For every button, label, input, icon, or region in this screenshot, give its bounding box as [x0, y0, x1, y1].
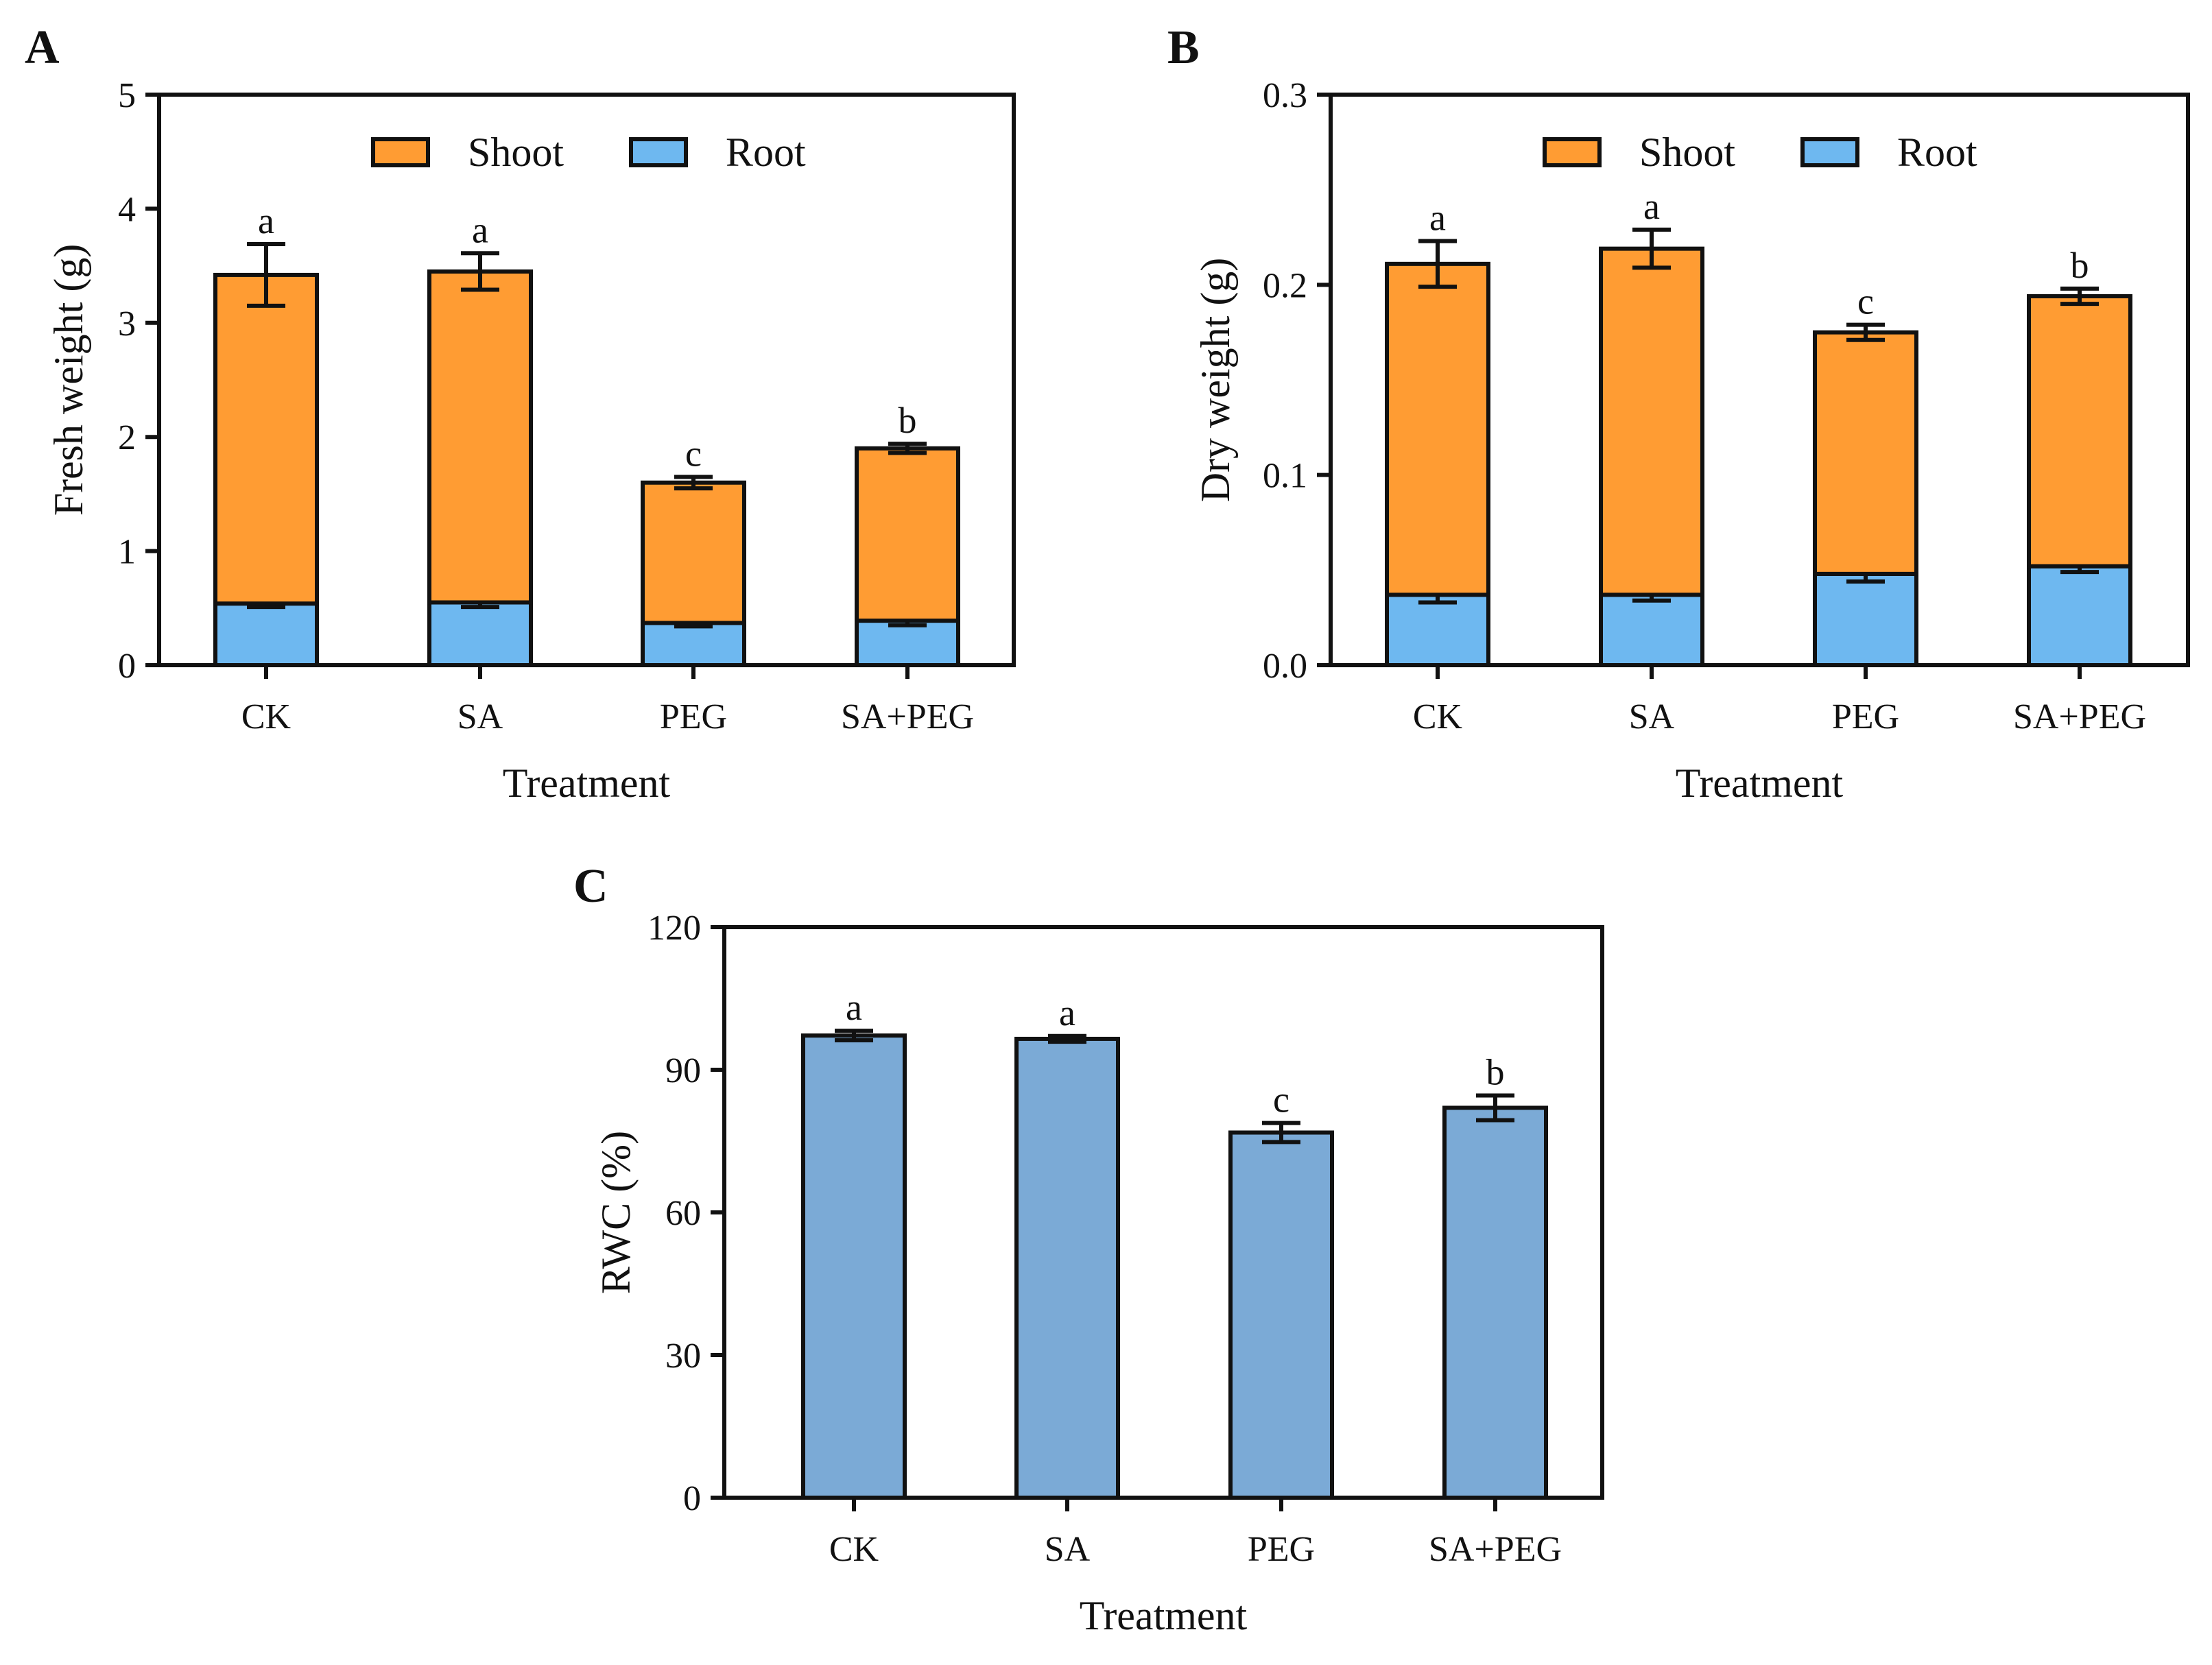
significance-label: a: [258, 200, 274, 241]
bar-shoot-sa-peg: [855, 446, 960, 623]
y-tick-label: 60: [665, 1194, 701, 1233]
panel-b: Baaaaaacb0.00.10.20.3CKSAPEGSA+PEGTreatm…: [1167, 21, 2190, 806]
x-axis-title: Treatment: [1676, 760, 1844, 806]
x-axis-title: Treatment: [1080, 1593, 1248, 1638]
x-tick-label: CK: [1413, 697, 1463, 736]
y-tick-label: 0.3: [1263, 76, 1307, 115]
y-tick-label: 0: [683, 1479, 701, 1518]
plot-frame: [1329, 93, 2190, 667]
y-tick-label: 3: [118, 304, 136, 344]
significance-label: a: [1429, 197, 1446, 239]
x-tick-label: PEG: [660, 697, 727, 736]
bar-shoot-sa-peg: [2027, 294, 2132, 568]
y-tick-label: 90: [665, 1051, 701, 1090]
legend-label-shoot: Shoot: [468, 130, 564, 175]
y-tick-label: 5: [118, 76, 136, 115]
x-tick-label: SA+PEG: [1429, 1530, 1562, 1569]
panel-letter: C: [573, 860, 608, 913]
x-tick-label: CK: [241, 697, 292, 736]
significance-label: a: [472, 209, 488, 250]
legend-swatch-shoot: [371, 137, 430, 167]
x-axis-title: Treatment: [503, 760, 671, 806]
bar-root-sa-peg: [855, 619, 960, 667]
bar-root-peg: [641, 621, 746, 668]
bar-root-sa: [1599, 592, 1704, 667]
bar-shoot-ck: [213, 272, 319, 606]
significance-label: b: [899, 400, 917, 441]
y-axis-title: Dry weight (g): [1193, 258, 1238, 503]
bar-root-sa-peg: [2027, 564, 2132, 668]
bar-rwc-peg: [1228, 1130, 1334, 1500]
x-tick-label: CK: [829, 1530, 879, 1569]
significance-label: c: [685, 433, 702, 474]
x-tick-label: SA: [1629, 697, 1675, 736]
bar-shoot-ck: [1385, 261, 1490, 597]
significance-label: a: [1059, 992, 1075, 1033]
y-tick-label: 0.0: [1263, 647, 1307, 686]
bar-shoot-peg: [1813, 330, 1918, 576]
bar-root-ck: [1385, 592, 1490, 667]
y-axis-title: Fresh weight (g): [46, 244, 91, 516]
y-tick-label: 2: [118, 418, 136, 457]
x-tick-label: PEG: [1248, 1530, 1315, 1569]
significance-label: c: [1857, 281, 1874, 322]
x-tick-label: PEG: [1832, 697, 1899, 736]
y-tick-label: 1: [118, 533, 136, 572]
panel-a: Aaaaaaacb012345CKSAPEGSA+PEGTreatmentFre…: [25, 21, 1016, 806]
y-tick-label: 4: [118, 190, 136, 229]
y-tick-label: 30: [665, 1337, 701, 1376]
y-tick-label: 0.1: [1263, 457, 1307, 496]
panel-c: Ca a c b 0 30 60 90 120 CK SA PEG SA+PEG Treatment RWC…: [573, 860, 1604, 1638]
panel-letter: B: [1167, 21, 1200, 74]
bar-rwc-ck: [801, 1033, 907, 1500]
bar-root-peg: [1813, 571, 1918, 667]
significance-label: a: [1643, 186, 1660, 227]
significance-label: a: [846, 987, 862, 1028]
bar-rwc-sa-peg: [1442, 1105, 1548, 1500]
y-tick-label: 0: [118, 647, 136, 686]
significance-label: c: [1273, 1079, 1289, 1121]
y-axis-title: RWC (%): [593, 1131, 639, 1294]
legend-swatch-root: [629, 137, 688, 167]
legend-label-root: Root: [1897, 130, 1977, 175]
x-tick-label: SA+PEG: [2013, 697, 2146, 736]
bar-shoot-sa: [427, 269, 533, 605]
bar-root-ck: [213, 601, 319, 667]
panel-letter: A: [25, 21, 60, 74]
x-tick-label: SA+PEG: [841, 697, 974, 736]
legend-swatch-root: [1800, 137, 1859, 167]
x-tick-label: SA: [1045, 1530, 1091, 1569]
legend-swatch-shoot: [1543, 137, 1602, 167]
bar-shoot-peg: [641, 480, 746, 625]
y-tick-label: 120: [647, 909, 701, 948]
legend-label-shoot: Shoot: [1639, 130, 1735, 175]
legend-label-root: Root: [726, 130, 806, 175]
plot-frame: [157, 93, 1016, 667]
y-tick-label: 0.2: [1263, 266, 1307, 305]
bar-rwc-sa: [1014, 1036, 1120, 1500]
significance-label: b: [2071, 245, 2089, 286]
bar-root-sa: [427, 600, 533, 667]
significance-label: b: [1486, 1051, 1505, 1092]
x-tick-label: SA: [457, 697, 503, 736]
bar-shoot-sa: [1599, 246, 1704, 597]
